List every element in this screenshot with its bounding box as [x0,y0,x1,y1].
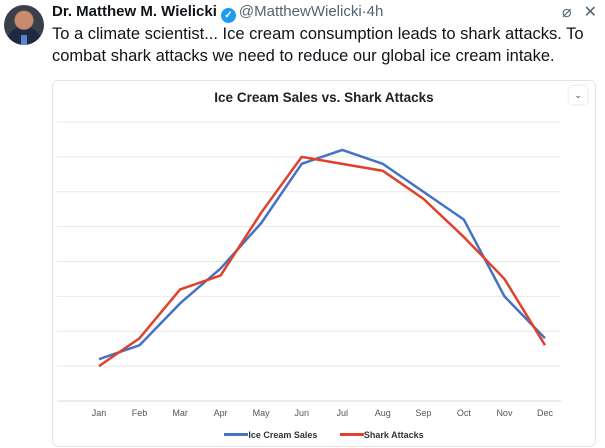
handle-text: @MatthewWielicki [239,3,362,20]
legend-swatch [224,433,248,436]
x-tick-label: Oct [457,408,472,418]
tweet-text: To a climate scientist... Ice cream cons… [52,23,597,67]
author-handle[interactable]: @MatthewWielicki·4h [239,3,383,20]
x-tick-label: Jun [294,408,309,418]
avatar[interactable] [4,5,44,45]
legend-label: Ice Cream Sales [248,430,317,440]
series-line-ice-cream-sales [99,150,545,359]
tweet-header: Dr. Matthew M. Wielicki ✓@MatthewWielicki… [52,3,383,23]
legend-label: Shark Attacks [364,430,424,440]
x-tick-label: Feb [132,408,148,418]
x-tick-label: Jul [337,408,349,418]
x-tick-label: Aug [375,408,391,418]
chart-legend: Ice Cream Sales Shark Attacks [53,430,595,440]
x-tick-label: Sep [415,408,431,418]
legend-item-ice-cream-sales: Ice Cream Sales [224,430,317,440]
x-tick-label: Dec [537,408,554,418]
tweet-time[interactable]: 4h [367,3,384,20]
verified-badge-icon: ✓ [221,8,236,23]
x-tick-label: Mar [172,408,188,418]
x-tick-label: May [253,408,271,418]
x-tick-label: Jan [92,408,107,418]
close-icon[interactable]: ✕ [584,2,597,22]
legend-item-shark-attacks: Shark Attacks [340,430,424,440]
grok-slash-icon[interactable]: ⌀ [562,2,572,22]
line-chart: Jan Feb Mar Apr May Jun Jul Aug Sep Oct Nov Dec [53,81,597,448]
tweet-actions: ⌀ ✕ [562,2,597,22]
x-tick-label: Apr [214,408,228,418]
avatar-tie [21,35,27,45]
legend-swatch [340,433,364,436]
x-tick-label: Nov [496,408,513,418]
author-name[interactable]: Dr. Matthew M. Wielicki [52,3,217,20]
